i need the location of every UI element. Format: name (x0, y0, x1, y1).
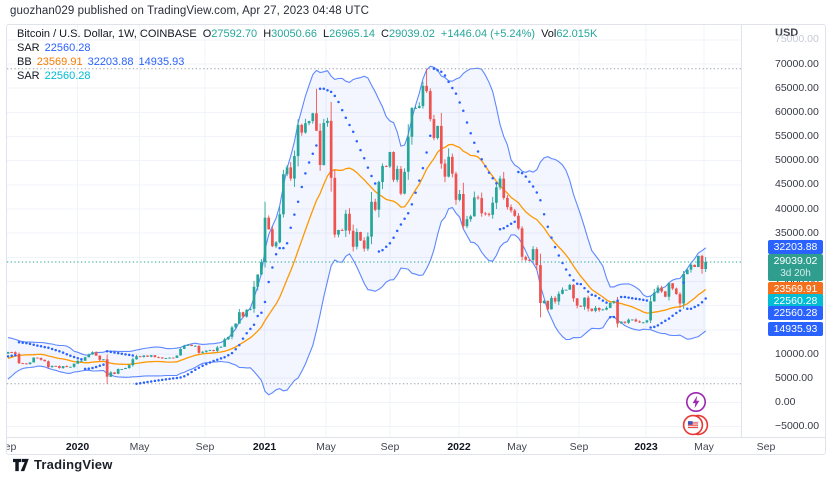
time-tick: Sep (756, 441, 776, 453)
time-tick: Sep (195, 441, 215, 453)
price-label-badge: 14935.93 (768, 321, 823, 336)
time-tick: 2023 (634, 441, 658, 453)
time-tick: 2021 (252, 441, 277, 453)
price-tick: 70000.00 (775, 57, 819, 70)
indicator-name: SAR (17, 70, 40, 82)
ohlc-prefix: C (381, 28, 389, 40)
currency-label: USD (775, 27, 799, 39)
price-tick: −5000.00 (775, 420, 820, 432)
ohlc-prefix: L (323, 28, 330, 40)
price-label-badge: 29039.02 3d 20h (768, 253, 823, 281)
time-tick: May (129, 441, 150, 453)
legend-indicator-row-sar[interactable]: SAR 22560.28 (17, 69, 597, 83)
indicator-value: 32203.88 (87, 56, 134, 68)
time-tick: May (507, 441, 527, 453)
vol-label: Vol (541, 28, 557, 40)
price-tick: 35000.00 (775, 226, 819, 239)
price-tick: 75000.00 (775, 33, 819, 46)
price-label-badge: 23569.91 (768, 281, 823, 296)
price-label-badge: 22560.28 (768, 305, 823, 320)
indicator-value: 22560.28 (44, 70, 91, 82)
price-tick: 55000.00 (775, 130, 819, 142)
ohlc-value: 30050.66 (271, 28, 318, 40)
tradingview-mark-icon (13, 458, 29, 471)
ohlc-value: 26965.14 (329, 28, 376, 40)
time-axis[interactable]: Sep 2020 May Sep 2021 May Sep 2022 May Sep 2023 May… (7, 437, 825, 454)
lightning-event-icon[interactable] (685, 391, 707, 418)
price-tick: 65000.00 (775, 81, 819, 94)
time-tick: Sep (380, 441, 400, 453)
price-label-badge: 32203.88 (768, 239, 823, 254)
tradingview-logo-link[interactable]: TradingView (13, 457, 113, 472)
indicator-value: 22560.28 (44, 42, 91, 54)
vol-value: 62.015K (556, 28, 598, 40)
price-tick: 10000.00 (775, 347, 819, 360)
price-tick: 40000.00 (775, 202, 819, 215)
indicator-value: 23569.91 (36, 56, 83, 68)
symbol-title: Bitcoin / U.S. Dollar, 1W, COINBASE (17, 28, 197, 40)
indicator-name: BB (17, 56, 32, 68)
ohlc-prefix: O (202, 28, 212, 40)
price-tick: 60000.00 (775, 105, 819, 118)
time-tick: 2020 (65, 441, 90, 453)
indicator-name: SAR (17, 42, 40, 54)
time-tick: May (316, 441, 336, 453)
change-value: +1446.04 (+5.24%) (440, 28, 536, 40)
price-tick: 0.00 (775, 395, 796, 408)
price-tick: 5000.00 (775, 371, 813, 384)
ohlc-value: 29039.02 (389, 28, 435, 40)
byline-link[interactable]: guozhan029 published on TradingView.com,… (10, 5, 369, 17)
legend-main-row[interactable]: Bitcoin / U.S. Dollar, 1W, COINBASE O2759… (17, 27, 597, 41)
time-tick: Sep (7, 441, 17, 453)
countdown: 3d 20h (780, 267, 811, 279)
price-label-badge: 22560.28 (768, 293, 823, 308)
time-tick: 2022 (447, 441, 471, 453)
tradingview-wordmark: TradingView (34, 457, 113, 472)
us-flag-event-icon[interactable] (681, 413, 709, 442)
price-chart-canvas[interactable] (7, 25, 741, 437)
legend-indicator-row-bb[interactable]: BB 23569.91 32203.88 14935.93 (17, 55, 597, 69)
price-tick: 45000.00 (775, 178, 819, 191)
indicator-value: 14935.93 (138, 56, 185, 68)
ohlc-value: 27592.70 (211, 28, 258, 40)
time-tick: Sep (569, 441, 589, 453)
ohlc-prefix: H (263, 28, 272, 40)
time-tick: May (694, 441, 714, 453)
chart-widget: Bitcoin / U.S. Dollar, 1W, COINBASE O2759… (6, 24, 826, 455)
price-tick: 50000.00 (775, 154, 819, 167)
price-axis[interactable]: USD 75000.00 70000.00 65000.00 60000.00 5500… (741, 25, 825, 437)
legend-indicator-row-sar[interactable]: SAR 22560.28 (17, 41, 597, 55)
chart-legend: Bitcoin / U.S. Dollar, 1W, COINBASE O2759… (17, 27, 597, 83)
